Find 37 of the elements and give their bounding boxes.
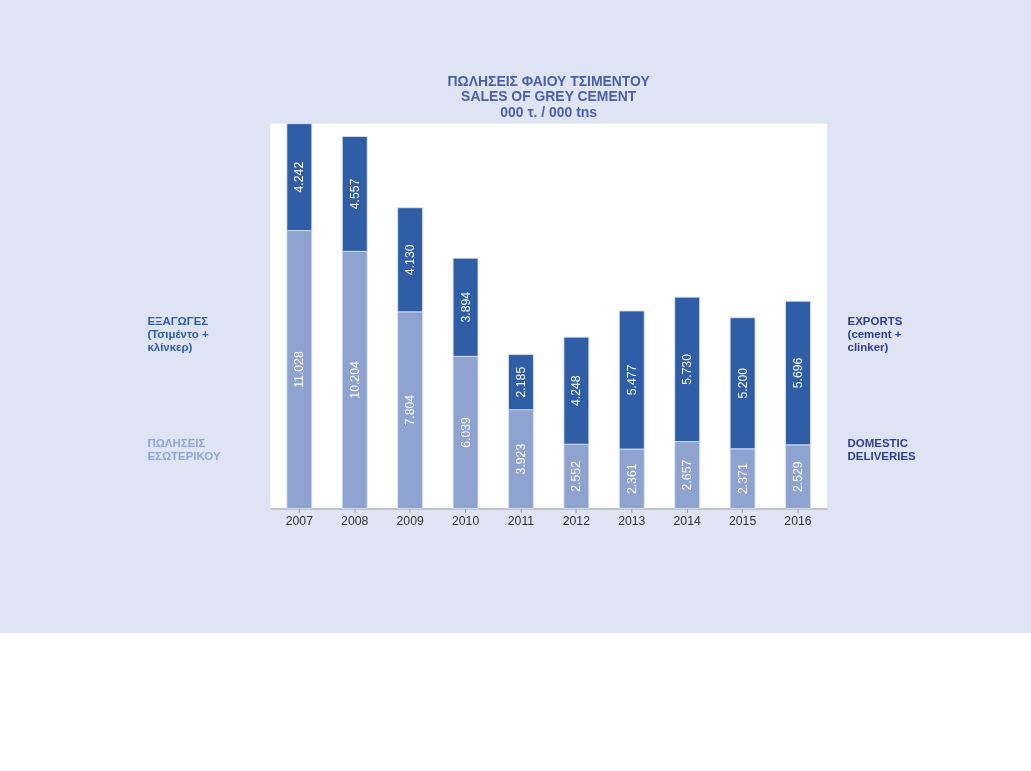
data-label: 3.923 (514, 443, 529, 475)
text: ΕΞΑΓΩΓΕΣ (Τσιμέντο + κλίνκερ) (147, 314, 209, 354)
data-label: 5.477 (624, 364, 639, 396)
data-label: 2.371 (735, 463, 750, 494)
data-label: 7.804 (403, 394, 418, 426)
text: EXPORTS (cement + clinker) (847, 314, 903, 354)
text: ΠΩΛΗΣΕΙΣ ΕΣΩΤΕΡΙΚΟΥ (147, 436, 221, 463)
data-label: 4.130 (403, 244, 418, 276)
data-label: 2.552 (569, 460, 584, 492)
data-label: 11.028 (292, 351, 307, 388)
x-tick-label: 2014 (673, 513, 701, 528)
x-tick-label: 2010 (451, 513, 480, 528)
text: 000 τ. / 000 tns (500, 103, 597, 120)
data-label: 5.730 (680, 353, 695, 385)
data-label: 2.657 (680, 459, 695, 491)
data-label: 10.204 (347, 361, 362, 399)
data-label: 5.200 (735, 367, 750, 399)
data-label: 2.361 (624, 463, 639, 495)
x-tick-label: 2016 (784, 513, 812, 528)
data-label: 2.185 (514, 366, 529, 398)
text: DOMESTIC DELIVERIES (847, 436, 917, 463)
x-tick-label: 2011 (507, 513, 535, 528)
data-label: 4.242 (292, 161, 307, 193)
x-tick-label: 2009 (396, 513, 424, 528)
data-label: 6.039 (458, 416, 473, 448)
data-label: 4.557 (347, 178, 362, 210)
x-tick-label: 2007 (285, 513, 314, 528)
x-tick-label: 2012 (562, 513, 591, 528)
x-tick-label: 2015 (728, 513, 757, 528)
x-tick-label: 2008 (341, 513, 369, 528)
data-label: 3.894 (458, 291, 473, 323)
data-label: 2.529 (791, 461, 806, 493)
data-label: 5.696 (791, 357, 806, 389)
data-label: 4.248 (569, 375, 584, 407)
text: SALES OF GREY CEMENT (461, 88, 637, 105)
x-tick-label: 2013 (618, 513, 646, 528)
text: ΠΩΛΗΣΕΙΣ ΦΑΙΟΥ ΤΣΙΜΕΝΤΟΥ (447, 72, 650, 89)
